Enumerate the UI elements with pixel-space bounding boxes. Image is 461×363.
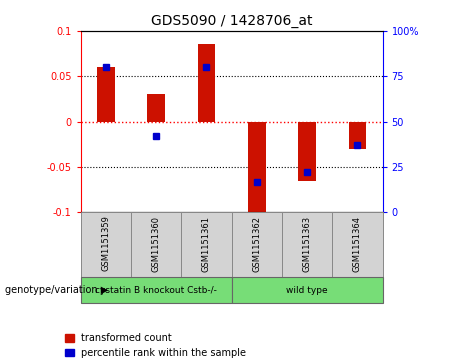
Bar (248, 122, 266, 217)
Bar (81, 277, 231, 303)
Bar (332, 212, 383, 278)
Title: GDS5090 / 1428706_at: GDS5090 / 1428706_at (151, 15, 313, 28)
Bar (282, 212, 332, 278)
Bar (231, 277, 383, 303)
Bar (231, 212, 282, 278)
Bar (81, 212, 131, 278)
Bar (198, 44, 215, 122)
Bar (349, 122, 366, 149)
Legend: transformed count, percentile rank within the sample: transformed count, percentile rank withi… (65, 333, 246, 358)
Text: GSM1151364: GSM1151364 (353, 216, 362, 272)
Text: cystatin B knockout Cstb-/-: cystatin B knockout Cstb-/- (95, 286, 217, 294)
Text: wild type: wild type (286, 286, 328, 294)
Text: GSM1151363: GSM1151363 (302, 216, 312, 272)
Text: GSM1151359: GSM1151359 (101, 216, 110, 272)
Text: GSM1151360: GSM1151360 (152, 216, 161, 272)
Bar (97, 67, 115, 122)
Bar (181, 212, 231, 278)
Bar (148, 94, 165, 122)
Bar (131, 212, 181, 278)
Text: genotype/variation ▶: genotype/variation ▶ (5, 285, 108, 295)
Text: GSM1151362: GSM1151362 (252, 216, 261, 272)
Bar (298, 122, 316, 180)
Text: GSM1151361: GSM1151361 (202, 216, 211, 272)
